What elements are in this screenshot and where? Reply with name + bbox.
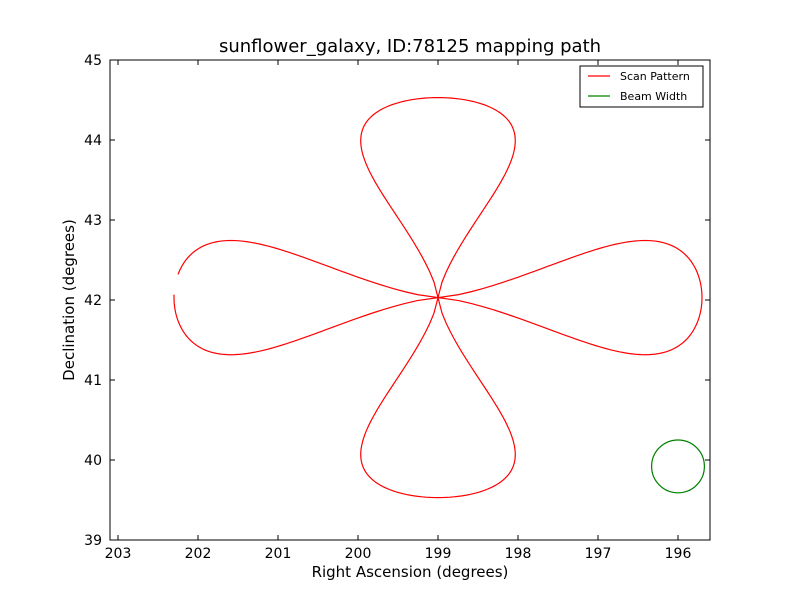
x-tick-label: 202 bbox=[185, 546, 212, 562]
y-tick-label: 42 bbox=[84, 293, 102, 309]
x-tick-label: 201 bbox=[265, 546, 292, 562]
legend-label: Beam Width bbox=[620, 90, 687, 103]
legend: Scan Pattern Beam Width bbox=[579, 65, 704, 108]
x-tick-label: 198 bbox=[505, 546, 532, 562]
x-axis-label: Right Ascension (degrees) bbox=[312, 563, 509, 581]
x-tick-label: 199 bbox=[425, 546, 452, 562]
series-group bbox=[173, 96, 705, 499]
legend-box bbox=[579, 65, 704, 108]
legend-label: Scan Pattern bbox=[620, 70, 690, 83]
chart-title: sunflower_galaxy, ID:78125 mapping path bbox=[219, 36, 601, 57]
axis-ticks: 203 202 201 200 199 198 197 196 39 40 41 42 43 44 45 bbox=[84, 53, 710, 562]
x-tick-label: 200 bbox=[345, 546, 372, 562]
y-axis-label: Declination (degrees) bbox=[60, 219, 78, 381]
y-tick-label: 40 bbox=[84, 453, 102, 469]
scan-pattern-line bbox=[173, 96, 703, 499]
x-tick-label: 203 bbox=[105, 546, 132, 562]
x-tick-label: 197 bbox=[585, 546, 612, 562]
y-tick-label: 41 bbox=[84, 373, 102, 389]
y-tick-label: 39 bbox=[84, 533, 102, 549]
beam-width-circle bbox=[650, 439, 705, 494]
plot-area bbox=[109, 59, 711, 541]
x-tick-label: 196 bbox=[665, 546, 692, 562]
plot-frame bbox=[109, 59, 711, 541]
y-tick-label: 44 bbox=[84, 133, 102, 149]
y-tick-label: 43 bbox=[84, 213, 102, 229]
y-tick-label: 45 bbox=[84, 53, 102, 69]
